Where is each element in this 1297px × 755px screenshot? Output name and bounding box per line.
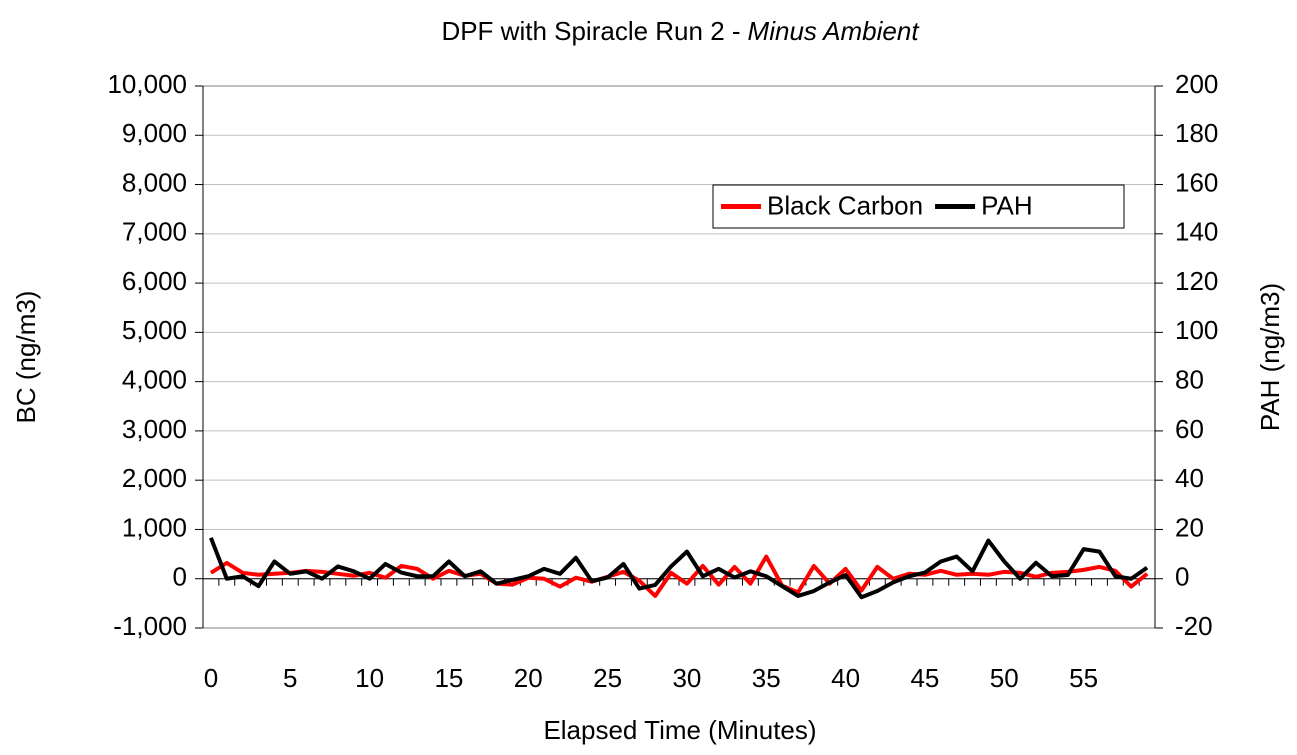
y2-tick-label: 20 xyxy=(1175,512,1204,542)
y-tick-label: 2,000 xyxy=(122,463,187,493)
y-tick-label: 3,000 xyxy=(122,414,187,444)
y-tick-label: 7,000 xyxy=(122,217,187,247)
y-tick-label: 6,000 xyxy=(122,266,187,296)
x-tick-label: 45 xyxy=(910,663,939,693)
y-tick-label: -1,000 xyxy=(113,611,187,641)
y-tick-label: 1,000 xyxy=(122,512,187,542)
title-emphasis: Minus Ambient xyxy=(748,16,921,46)
y2-tick-label: 80 xyxy=(1175,365,1204,395)
x-tick-label: 35 xyxy=(752,663,781,693)
x-tick-label: 30 xyxy=(672,663,701,693)
y-tick-label: 4,000 xyxy=(122,365,187,395)
plot-border xyxy=(202,85,1156,629)
x-tick-label: 55 xyxy=(1069,663,1098,693)
legend-label: Black Carbon xyxy=(767,190,923,220)
y2-tick-label: 160 xyxy=(1175,167,1218,197)
y2-tick-label: 0 xyxy=(1175,562,1189,592)
y2-tick-label: 100 xyxy=(1175,315,1218,345)
series-line xyxy=(209,554,1149,598)
x-axis-label: Elapsed Time (Minutes) xyxy=(543,715,816,745)
y-tick-label: 10,000 xyxy=(107,69,187,99)
y2-tick-label: 180 xyxy=(1175,118,1218,148)
y2-tick-label: 60 xyxy=(1175,414,1204,444)
x-tick-label: 25 xyxy=(593,663,622,693)
y2-tick-label: 200 xyxy=(1175,69,1218,99)
x-tick-label: 15 xyxy=(434,663,463,693)
title-main: DPF with Spiracle Run 2 - xyxy=(441,16,740,46)
y2-tick-label: -20 xyxy=(1175,611,1213,641)
x-tick-label: 0 xyxy=(204,663,218,693)
y-tick-label: 5,000 xyxy=(122,315,187,345)
y-tick-label: 9,000 xyxy=(122,118,187,148)
y2-tick-label: 120 xyxy=(1175,266,1218,296)
legend-box xyxy=(712,184,1125,229)
series-line xyxy=(209,537,1149,600)
x-tick-label: 50 xyxy=(990,663,1019,693)
y2-axis-label: PAH (ng/m3) xyxy=(1255,283,1285,431)
y-tick-label: 0 xyxy=(173,562,187,592)
x-tick-label: 20 xyxy=(514,663,543,693)
y2-tick-label: 40 xyxy=(1175,463,1204,493)
y2-tick-label: 140 xyxy=(1175,217,1218,247)
x-tick-label: 10 xyxy=(355,663,384,693)
x-tick-label: 40 xyxy=(831,663,860,693)
y-tick-label: 8,000 xyxy=(122,167,187,197)
y-axis-label: BC (ng/m3) xyxy=(11,291,41,424)
x-tick-label: 5 xyxy=(283,663,297,693)
chart-title: DPF with Spiracle Run 2 - Minus Ambient xyxy=(441,16,920,46)
legend-label: PAH xyxy=(981,190,1033,220)
